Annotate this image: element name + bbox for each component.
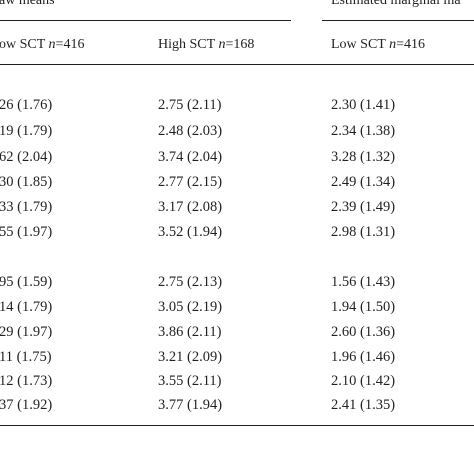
- table-cell: 2.77 (2.15): [158, 174, 223, 190]
- table-cell: 2.49 (1.34): [331, 174, 396, 190]
- table-cell: 3.77 (1.94): [158, 397, 223, 413]
- table-cell: 2.10 (1.42): [331, 373, 396, 389]
- table-cell: 1.56 (1.43): [331, 274, 396, 290]
- table-cell: 3.05 (2.19): [158, 299, 223, 315]
- raw-means-header: aw means: [0, 0, 55, 8]
- table-cell: 14 (1.79): [0, 299, 53, 315]
- raw-means-spanner-rule: [0, 20, 291, 21]
- table-cell: 3.74 (2.04): [158, 149, 223, 165]
- column-header-low-sct-raw: ow SCT n=416: [0, 37, 85, 52]
- table-cell: 2.98 (1.31): [331, 224, 396, 240]
- table-cell: 2.60 (1.36): [331, 324, 396, 340]
- table-cell: 26 (1.76): [0, 97, 53, 113]
- table-cell: 37 (1.92): [0, 397, 53, 413]
- table-cell: 3.86 (2.11): [158, 324, 222, 340]
- table-cell: 29 (1.97): [0, 324, 53, 340]
- table-cell: 2.75 (2.11): [158, 97, 222, 113]
- table-cell: 3.52 (1.94): [158, 224, 223, 240]
- table-cell: 3.28 (1.32): [331, 149, 396, 165]
- table-cell: 1.96 (1.46): [331, 349, 396, 365]
- table-cell: 2.48 (2.03): [158, 123, 223, 139]
- table-cell: 62 (2.04): [0, 149, 53, 165]
- emm-spanner-rule: [322, 20, 474, 21]
- table-cell: 3.21 (2.09): [158, 349, 223, 365]
- table-bottom-rule: [0, 425, 474, 426]
- table-cell: 2.75 (2.13): [158, 274, 223, 290]
- column-header-low-sct-emm: Low SCT n=416: [331, 37, 425, 52]
- table-cell: 2.34 (1.38): [331, 123, 396, 139]
- table-cell: 3.55 (2.11): [158, 373, 222, 389]
- table-cell: 3.17 (2.08): [158, 199, 223, 215]
- estimated-marginal-means-header: Estimated marginal ma: [331, 0, 461, 8]
- table-cell: 2.39 (1.49): [331, 199, 396, 215]
- header-rule: [0, 64, 474, 65]
- table-cell: 2.30 (1.41): [331, 97, 396, 113]
- table-cell: 30 (1.85): [0, 174, 53, 190]
- table-cell: 33 (1.79): [0, 199, 53, 215]
- table-cell: 11 (1.75): [0, 349, 52, 365]
- column-header-high-sct-raw: High SCT n=168: [158, 37, 255, 52]
- table-cell: 95 (1.59): [0, 274, 53, 290]
- table-cell: 1.94 (1.50): [331, 299, 396, 315]
- table-cell: 12 (1.73): [0, 373, 53, 389]
- table-cell: 19 (1.79): [0, 123, 53, 139]
- table-cell: 55 (1.97): [0, 224, 53, 240]
- table-cell: 2.41 (1.35): [331, 397, 396, 413]
